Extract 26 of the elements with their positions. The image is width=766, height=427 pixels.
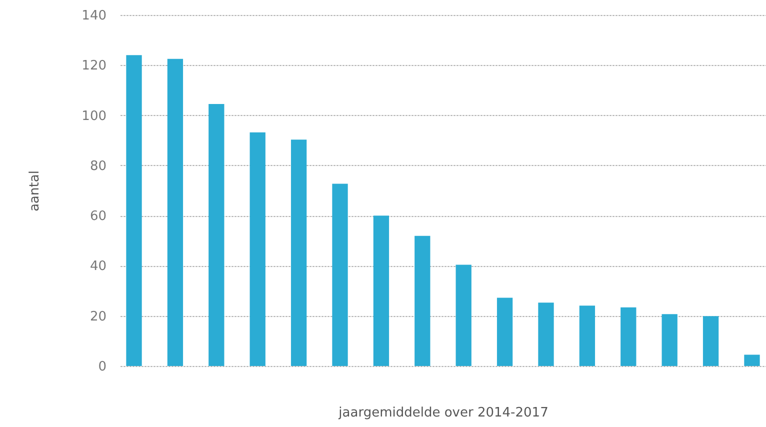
y-tick-label: 80 bbox=[90, 158, 106, 174]
bar bbox=[579, 306, 596, 366]
bar bbox=[496, 298, 513, 366]
y-tick-label: 0 bbox=[98, 360, 106, 374]
y-tick-label: 140 bbox=[82, 8, 106, 24]
bar bbox=[620, 307, 636, 366]
y-tick-label: 20 bbox=[90, 309, 106, 324]
bar bbox=[290, 140, 307, 366]
y-axis-title: aantal bbox=[28, 170, 43, 212]
y-tick-label: 120 bbox=[82, 58, 106, 74]
bar bbox=[456, 264, 472, 366]
bar bbox=[126, 55, 142, 366]
bar bbox=[250, 132, 266, 366]
bar bbox=[208, 104, 224, 366]
bar bbox=[167, 58, 184, 366]
y-tick-label: 40 bbox=[90, 259, 106, 274]
bar bbox=[414, 236, 430, 366]
bar bbox=[538, 302, 554, 366]
bar bbox=[702, 316, 719, 366]
x-axis-title: jaargemiddelde over 2014-2017 bbox=[338, 406, 548, 420]
y-tick-label: 60 bbox=[90, 209, 106, 224]
bar bbox=[373, 216, 390, 366]
bar bbox=[662, 314, 678, 366]
bar bbox=[744, 354, 760, 366]
y-tick-label: 100 bbox=[82, 108, 106, 124]
bar bbox=[332, 184, 348, 366]
